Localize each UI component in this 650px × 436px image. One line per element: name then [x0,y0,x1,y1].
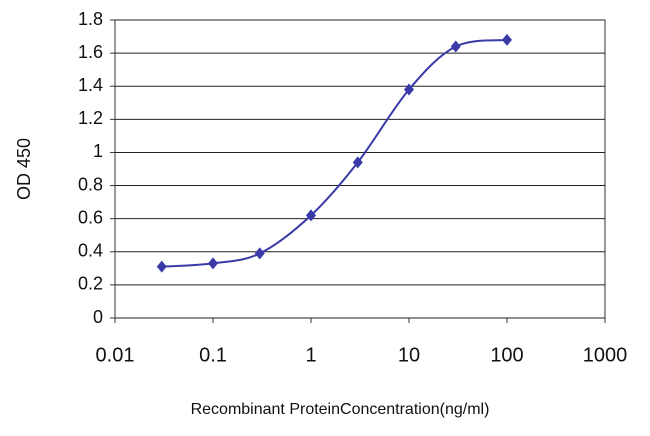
y-tick-label: 0.2 [78,274,103,294]
y-tick-label: 1.4 [78,75,103,95]
y-tick-label: 1.2 [78,108,103,128]
x-tick-label: 1000 [583,344,628,366]
data-point [352,156,363,169]
data-point [404,83,414,96]
y-tick-label: 0.8 [78,174,103,194]
y-tick-label: 0.6 [78,207,103,227]
y-tick-label: 0 [93,307,103,327]
y-tick-label: 0.4 [78,241,103,261]
x-tick-label: 0.1 [199,344,227,366]
data-point [208,257,218,270]
data-point [306,209,316,222]
y-axis-title: OD 450 [14,138,34,200]
x-tick-label: 100 [490,344,523,366]
data-point [450,40,461,53]
data-point [156,260,167,273]
y-tick-label: 1 [93,141,103,161]
data-point [502,33,512,46]
data-line [161,38,508,268]
y-tick-label: 1.8 [78,9,103,29]
x-axis-title: Recombinant ProteinConcentration(ng/ml) [191,401,490,418]
x-tick-label: 1 [305,344,316,366]
x-tick-label: 0.01 [96,344,135,366]
plot-area [114,19,606,319]
x-tick-label: 10 [398,344,420,366]
y-tick-label: 1.6 [78,42,103,62]
data-point [254,247,265,260]
